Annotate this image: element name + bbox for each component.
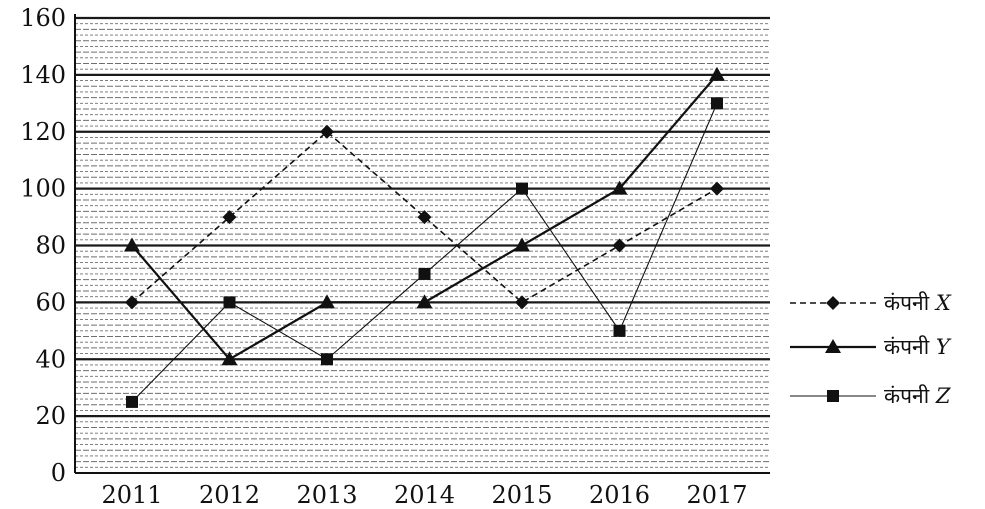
chart-gridlines xyxy=(75,16,770,468)
series-x-point xyxy=(320,124,334,139)
series-z xyxy=(126,97,723,408)
series-z-point xyxy=(223,296,236,309)
series-x-point xyxy=(612,238,627,253)
series-y-point xyxy=(709,66,725,81)
series-y-point xyxy=(319,294,335,309)
series-y-point xyxy=(611,180,628,195)
x-tick-label: 2016 xyxy=(589,481,650,509)
y-tick-label: 0 xyxy=(51,459,66,487)
series-x-point xyxy=(710,181,724,196)
x-tick-label: 2017 xyxy=(686,481,747,509)
x-tick-label: 2014 xyxy=(394,481,455,509)
x-tick-label: 2015 xyxy=(491,481,552,509)
series-x-point xyxy=(222,210,237,225)
chart-series xyxy=(124,66,725,408)
series-z-point xyxy=(516,182,528,195)
legend-letter: Y xyxy=(936,335,952,359)
series-z-point xyxy=(613,324,626,337)
y-tick-label: 80 xyxy=(35,232,66,260)
y-tick-label: 140 xyxy=(20,61,66,89)
legend-label: कंपनी Z xyxy=(884,384,951,408)
y-tick-label: 20 xyxy=(35,402,66,430)
series-z-line xyxy=(131,103,718,403)
series-z-point xyxy=(126,395,138,408)
series-y-point xyxy=(416,294,433,309)
series-x xyxy=(125,124,724,310)
series-y xyxy=(124,66,725,366)
legend-entry-x: कंपनी X xyxy=(790,291,952,315)
legend-marker-swatch xyxy=(825,339,841,353)
chart-axes xyxy=(74,14,770,474)
legend-marker-swatch xyxy=(827,390,839,402)
x-tick-label: 2011 xyxy=(101,481,162,509)
legend-letter: Z xyxy=(935,384,951,408)
x-tick-label: 2012 xyxy=(199,481,260,509)
series-x-point xyxy=(125,295,139,310)
legend-entry-y: कंपनी Y xyxy=(790,335,952,359)
legend-label: कंपनी X xyxy=(884,291,952,315)
series-y-point xyxy=(514,237,530,252)
series-z-point xyxy=(321,353,333,366)
series-y-point xyxy=(221,351,238,366)
y-tick-label: 120 xyxy=(20,118,66,146)
chart-legend: कंपनी X कंपनी Y कंपनी Z xyxy=(790,291,952,408)
series-z-point xyxy=(418,267,431,280)
y-tick-label: 100 xyxy=(20,175,66,203)
y-tick-label: 160 xyxy=(20,4,66,32)
series-x-point xyxy=(417,210,432,225)
series-x-point xyxy=(515,295,529,310)
legend-entry-z: कंपनी Z xyxy=(790,384,951,408)
series-z-point xyxy=(711,97,723,110)
x-tick-label: 2013 xyxy=(296,481,357,509)
y-tick-label: 60 xyxy=(35,288,66,316)
legend-letter: X xyxy=(934,291,952,315)
y-tick-label: 40 xyxy=(35,345,66,373)
legend-marker-swatch xyxy=(826,296,840,310)
series-y-point xyxy=(124,237,140,252)
legend-label: कंपनी Y xyxy=(884,335,952,359)
chart-tick-labels: 0 20 40 60 80 100 120 140 160 2011 2012 2013 2014 201… xyxy=(20,4,747,509)
